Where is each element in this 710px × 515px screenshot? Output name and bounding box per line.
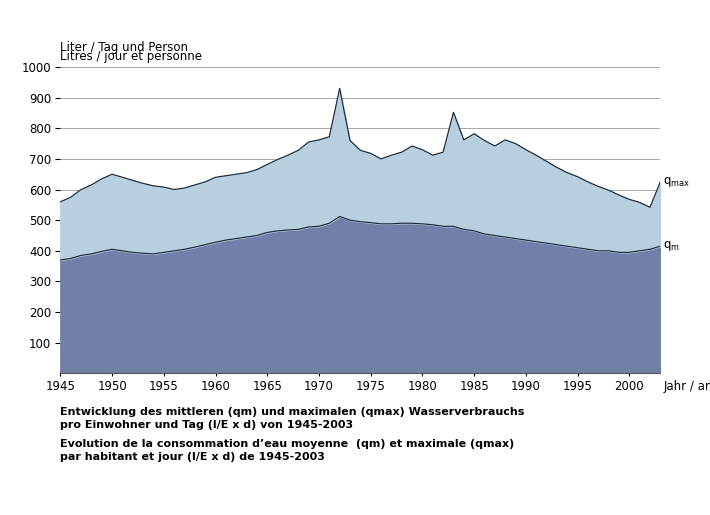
Text: Evolution de la consommation d’eau moyenne  (qm) et maximale (qmax): Evolution de la consommation d’eau moyen… [60, 439, 515, 449]
Text: Liter / Tag und Person: Liter / Tag und Person [60, 41, 188, 54]
Text: Litres / jour et personne: Litres / jour et personne [60, 50, 202, 63]
Text: Jahr / an: Jahr / an [663, 380, 710, 392]
Text: Entwicklung des mittleren (qm) und maximalen (qmax) Wasserverbrauchs: Entwicklung des mittleren (qm) und maxim… [60, 407, 525, 417]
Text: q$_{\mathregular{m}}$: q$_{\mathregular{m}}$ [663, 239, 680, 253]
Text: par habitant et jour (l/E x d) de 1945-2003: par habitant et jour (l/E x d) de 1945-2… [60, 452, 325, 461]
Text: pro Einwohner und Tag (l/E x d) von 1945-2003: pro Einwohner und Tag (l/E x d) von 1945… [60, 420, 354, 430]
Text: q$_{\mathregular{max}}$: q$_{\mathregular{max}}$ [663, 175, 691, 189]
